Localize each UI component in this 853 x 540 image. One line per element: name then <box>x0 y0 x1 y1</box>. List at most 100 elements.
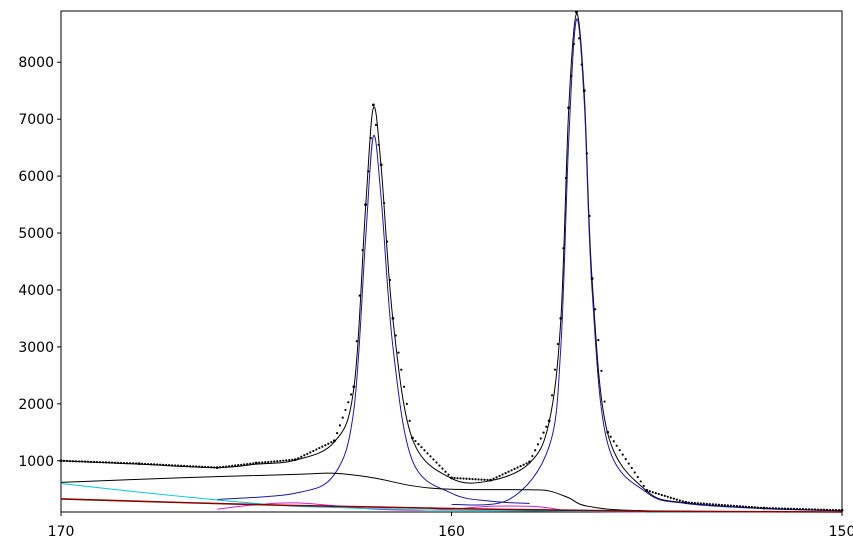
data-point <box>553 368 557 371</box>
x-tick-label: 170 <box>48 524 75 540</box>
data-point <box>80 460 84 463</box>
data-point <box>385 240 389 243</box>
data-point <box>71 460 75 463</box>
series-measured-data-points <box>59 10 844 512</box>
data-point <box>276 460 279 463</box>
data-point <box>270 460 273 463</box>
data-point <box>237 464 240 467</box>
data-point <box>590 277 594 280</box>
data-point <box>741 505 744 508</box>
data-point <box>147 462 150 466</box>
data-point <box>621 453 624 456</box>
x-axis: 170 160 150 <box>48 512 853 540</box>
data-point <box>663 494 666 497</box>
data-point <box>804 508 808 511</box>
data-point <box>837 509 841 512</box>
data-point <box>372 103 375 107</box>
series-line <box>217 134 530 504</box>
data-point <box>453 476 456 480</box>
data-point <box>795 507 799 511</box>
data-point <box>324 444 327 447</box>
data-point <box>504 472 507 475</box>
data-point <box>165 463 168 467</box>
data-point <box>693 501 696 505</box>
series-line <box>60 472 843 513</box>
data-point <box>349 393 353 396</box>
data-point <box>624 457 627 461</box>
data-point <box>330 441 333 444</box>
data-point <box>468 477 471 480</box>
data-point <box>338 424 342 427</box>
data-point <box>228 465 231 468</box>
y-tick-label: 1000 <box>18 454 54 470</box>
data-point <box>162 463 165 466</box>
data-point <box>813 508 817 511</box>
data-point <box>834 509 838 512</box>
data-point <box>234 464 237 467</box>
data-point <box>498 474 501 478</box>
data-point <box>347 401 350 404</box>
data-point <box>231 464 234 467</box>
data-point <box>86 460 90 463</box>
data-point <box>639 480 642 483</box>
data-point <box>474 478 477 481</box>
data-point <box>332 439 336 443</box>
data-point <box>480 478 483 481</box>
y-tick-label: 8000 <box>18 55 54 71</box>
data-point <box>107 461 111 464</box>
data-point <box>732 504 735 507</box>
data-point <box>426 452 429 455</box>
data-point <box>567 106 571 110</box>
data-point <box>738 505 741 508</box>
data-point <box>282 459 285 462</box>
data-point <box>660 493 663 497</box>
data-point <box>374 123 378 126</box>
data-point <box>116 461 120 464</box>
data-point <box>125 462 129 465</box>
data-point <box>720 503 723 507</box>
data-point <box>699 502 702 505</box>
data-point <box>539 437 542 440</box>
data-point <box>525 462 528 465</box>
data-point <box>747 505 750 509</box>
data-point <box>627 462 630 465</box>
data-point <box>726 504 729 507</box>
data-point <box>355 340 358 343</box>
data-point <box>315 448 318 451</box>
data-point <box>131 462 135 465</box>
data-point <box>414 439 417 443</box>
data-point <box>672 497 675 500</box>
data-point <box>636 475 639 479</box>
data-point <box>189 465 192 468</box>
data-point <box>89 460 93 463</box>
data-point <box>609 435 612 438</box>
plot-area <box>59 10 844 513</box>
data-point <box>261 461 264 464</box>
data-point <box>615 444 618 447</box>
data-point <box>336 432 339 435</box>
data-point <box>702 502 705 505</box>
data-point <box>435 461 438 464</box>
data-point <box>687 501 690 504</box>
data-point <box>288 459 291 462</box>
data-point <box>768 507 772 510</box>
data-point <box>207 466 210 469</box>
data-point <box>588 214 591 218</box>
data-point <box>575 10 578 14</box>
data-point <box>450 476 453 480</box>
data-point <box>156 463 159 466</box>
data-point <box>246 462 249 466</box>
data-point <box>519 465 522 468</box>
data-point <box>681 500 684 503</box>
data-point <box>771 507 775 510</box>
data-point <box>83 460 87 463</box>
data-point <box>249 462 252 465</box>
data-point <box>570 74 573 78</box>
data-point <box>144 462 147 466</box>
y-axis: 1000 2000 3000 4000 5000 6000 7000 8000 <box>18 55 61 470</box>
data-point <box>309 451 312 454</box>
series-line <box>451 18 843 512</box>
data-point <box>192 465 195 468</box>
series-envelope-fit <box>60 13 843 512</box>
data-point <box>657 492 660 496</box>
